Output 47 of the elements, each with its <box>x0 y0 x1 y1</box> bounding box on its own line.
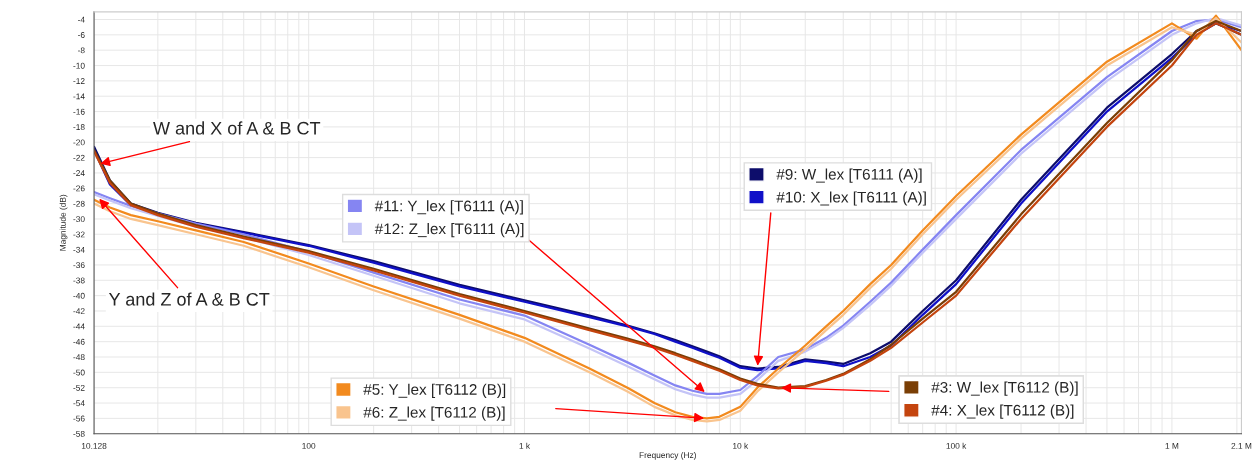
legend-label: #10: X_lex [T6111 (A)] <box>776 191 926 206</box>
legend-label: #5: Y_lex [T6112 (B)] <box>363 383 506 398</box>
y-axis-title: Magnitude (dB) <box>59 194 68 251</box>
y-tick-label: -24 <box>73 170 85 176</box>
y-tick-label: -48 <box>73 354 85 361</box>
annotation: Y and Z of A & B CT <box>108 292 270 306</box>
y-tick-label: -50 <box>73 369 85 376</box>
y-tick-label: -4 <box>77 16 85 23</box>
x-tick-label: 1 M <box>1165 443 1179 449</box>
y-tick-label: -30 <box>73 216 85 223</box>
y-tick-label: -28 <box>73 200 85 207</box>
x-tick-label: 10.128 <box>81 442 107 449</box>
y-tick-label: -56 <box>73 415 85 422</box>
y-tick-label: -46 <box>73 338 85 345</box>
legend-label: #3: W_lex [T6112 (B)] <box>931 381 1078 396</box>
y-tick-label: -36 <box>73 262 85 269</box>
y-tick-label: -52 <box>73 384 85 391</box>
y-tick-label: -20 <box>73 139 85 146</box>
x-tick-label: 1 k <box>519 442 531 449</box>
legend-label: #6: Z_lex [T6112 (B)] <box>363 406 505 421</box>
y-tick-label: -10 <box>73 62 85 69</box>
x-tick-label: 10 k <box>733 442 749 449</box>
x-tick-label: 100 k <box>946 442 967 449</box>
annotation: W and X of A & B CT <box>153 121 321 135</box>
legend-label: #12: Z_lex [T6111 (A)] <box>374 223 524 238</box>
y-tick-label: -44 <box>73 323 85 330</box>
x-tick-label: 2.1 M <box>1231 442 1252 449</box>
y-tick-label: -40 <box>73 292 85 299</box>
y-tick-label: -38 <box>73 277 85 284</box>
legend-label: #9: W_lex [T6111 (A)] <box>776 168 922 183</box>
y-tick-label: -34 <box>73 246 85 253</box>
y-tick-label: -26 <box>73 185 85 192</box>
y-tick-label: -18 <box>73 124 85 130</box>
y-tick-label: -12 <box>73 78 85 84</box>
legend-label: #4: X_lex [T6112 (B)] <box>931 404 1074 419</box>
y-tick-label: -58 <box>73 430 85 437</box>
y-tick-label: -42 <box>73 308 85 315</box>
x-axis-title: Frequency (Hz) <box>639 451 696 460</box>
y-tick-label: -32 <box>73 231 85 238</box>
y-tick-label: -16 <box>73 108 85 115</box>
y-tick-label: -8 <box>77 47 85 54</box>
x-tick-label: 100 <box>302 442 316 449</box>
y-tick-label: -6 <box>77 32 85 38</box>
y-tick-label: -14 <box>73 93 85 100</box>
legend-label: #11: Y_lex [T6111 (A)] <box>374 200 523 215</box>
y-tick-label: -22 <box>73 154 85 161</box>
y-tick-label: -54 <box>73 400 85 407</box>
